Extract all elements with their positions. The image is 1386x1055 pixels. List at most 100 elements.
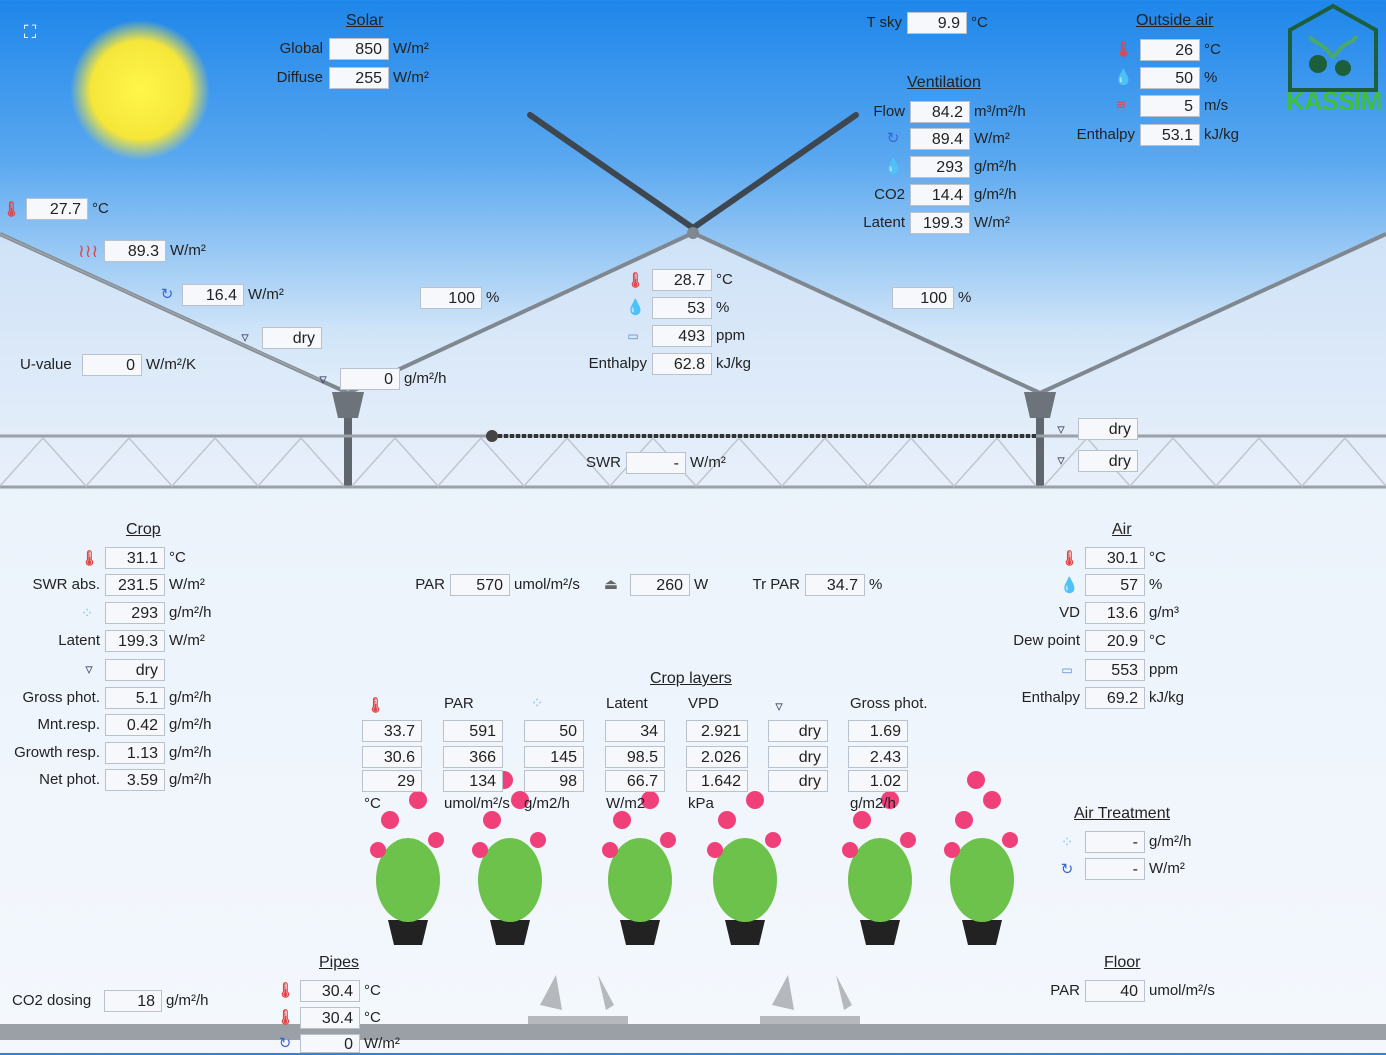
co2-icon: ▭ (1061, 663, 1073, 677)
heat-exchange-icon: ↻ (1060, 861, 1074, 878)
air-treatment-vapour-unit: g/m²/h (1149, 833, 1192, 850)
air-temp: 30.1 (1085, 547, 1145, 569)
radiation-icon: ≀≀≀ (78, 241, 99, 261)
pipe-temp-2-unit: °C (364, 1009, 381, 1026)
gh-enthalpy-unit: kJ/kg (716, 355, 752, 372)
layer-3-temp: 29 (362, 770, 422, 792)
air-vd-unit: g/m³ (1149, 604, 1179, 621)
roof-convection-unit: W/m² (248, 286, 284, 303)
gh-co2: 493 (652, 325, 712, 347)
air-treatment-heat: - (1085, 858, 1145, 880)
air-dew-point-unit: °C (1149, 632, 1166, 649)
vent-latent: 199.3 (910, 212, 970, 234)
pipes-title: Pipes (319, 954, 360, 971)
flow-label: Flow (873, 103, 905, 120)
vd-label: VD (1059, 604, 1080, 621)
expand-icon[interactable]: ⛶ (23, 22, 37, 42)
trpar-label: Tr PAR (752, 576, 801, 593)
swr-unit: W/m² (690, 454, 726, 471)
crop-transpiration: 293 (105, 602, 165, 624)
global-label: Global (279, 40, 323, 57)
tsky-label: T sky (866, 14, 902, 31)
crop-latent: 199.3 (105, 630, 165, 652)
air-dew-point: 20.9 (1085, 630, 1145, 652)
roof-temp: 27.7 (26, 198, 88, 220)
thermometer-icon: 🌡 (276, 982, 296, 999)
air-enthalpy: 69.2 (1085, 687, 1145, 709)
swr-value: - (626, 452, 686, 474)
growth-resp-label: Growth resp. (14, 744, 100, 761)
gutter-right (1024, 392, 1056, 418)
layer-3-cond: dry (768, 770, 828, 792)
vent-flow-unit: m³/m²/h (974, 103, 1026, 120)
mnt-resp-unit: g/m²/h (169, 716, 212, 733)
humidity-icon: 💧 (1114, 69, 1133, 86)
air-co2: 553 (1085, 659, 1145, 681)
global-unit: W/m² (393, 40, 429, 57)
layers-temp-unit: °C (364, 795, 381, 812)
air-title: Air (1112, 521, 1132, 538)
lamp-power-unit: W (694, 576, 709, 593)
net-phot-unit: g/m²/h (169, 771, 212, 788)
mnt-resp-label: Mnt.resp. (37, 716, 100, 733)
vent-heat-unit: W/m² (974, 130, 1010, 147)
outside-rh: 50 (1140, 67, 1200, 89)
floor-par-unit: umol/m²/s (1149, 982, 1215, 999)
co2-dosing-unit: g/m²/h (166, 992, 209, 1009)
layers-transp-unit: g/m2/h (524, 795, 570, 812)
layer-3-latent: 66.7 (605, 770, 665, 792)
swr-label: SWR (586, 454, 621, 471)
window-left-opening: 100 (420, 287, 482, 309)
trpar-value: 34.7 (805, 574, 865, 596)
outside-air-title: Outside air (1136, 12, 1214, 29)
outside-rh-unit: % (1204, 69, 1218, 86)
layers-gross-unit: g/m2/h (850, 795, 896, 812)
condensation-icon: ▿ (241, 329, 249, 346)
floor (0, 1024, 1386, 1040)
window-right-unit: % (958, 289, 972, 306)
lamp-icon: ⏏ (603, 576, 619, 593)
crop-condensation: dry (105, 659, 165, 681)
crop-latent-unit: W/m² (169, 632, 205, 649)
air-rh-unit: % (1149, 576, 1163, 593)
growth-resp-unit: g/m²/h (169, 744, 212, 761)
net-phot-label: Net phot. (39, 771, 100, 788)
air-temp-unit: °C (1149, 549, 1166, 566)
roof-convection: 16.4 (182, 284, 244, 306)
layers-latent-header: Latent (606, 695, 648, 712)
vent-co2: 14.4 (910, 184, 970, 206)
solar-title: Solar (346, 12, 384, 29)
crop-layers-title: Crop layers (650, 670, 732, 687)
dew-point-label: Dew point (1013, 632, 1080, 649)
air-treatment-vapour: - (1085, 831, 1145, 853)
co2-icon: ▭ (627, 329, 639, 343)
thermometer-icon: 🌡 (1114, 41, 1134, 58)
uvalue-value: 0 (82, 354, 142, 376)
condensation-icon: ▿ (1057, 421, 1065, 438)
humidity-icon: 💧 (626, 299, 645, 316)
pipe-heat: 0 (300, 1034, 360, 1053)
condensation-icon: ▿ (775, 698, 783, 715)
thermometer-icon: 🌡 (276, 1009, 296, 1026)
gh-temp: 28.7 (652, 269, 712, 291)
air-treatment-title: Air Treatment (1074, 805, 1171, 822)
thermometer-icon: 🌡 (1060, 550, 1080, 567)
layer-2-transp: 145 (524, 746, 584, 768)
kassim-logo (1288, 3, 1378, 92)
layers-par-unit: umol/m²/s (444, 795, 510, 812)
vent-window-right (690, 112, 859, 231)
gh-enthalpy-label: Enthalpy (588, 355, 647, 372)
outside-enthalpy: 53.1 (1140, 124, 1200, 146)
crop-swr-unit: W/m² (169, 576, 205, 593)
layer-1-cond: dry (768, 720, 828, 742)
crop-swr-label: SWR abs. (32, 576, 100, 593)
vent-heat: 89.4 (910, 128, 970, 150)
crop-title: Crop (126, 521, 161, 538)
vent-latent-label: Latent (863, 214, 905, 231)
air-enthalpy-label: Enthalpy (1021, 689, 1080, 706)
co2-dosing-label: CO2 dosing (12, 992, 92, 1009)
roof-radiation-unit: W/m² (170, 242, 206, 259)
wind-icon: ≋ (1115, 97, 1127, 112)
pipe-heat-unit: W/m² (364, 1035, 400, 1052)
crop-temp-unit: °C (169, 549, 186, 566)
